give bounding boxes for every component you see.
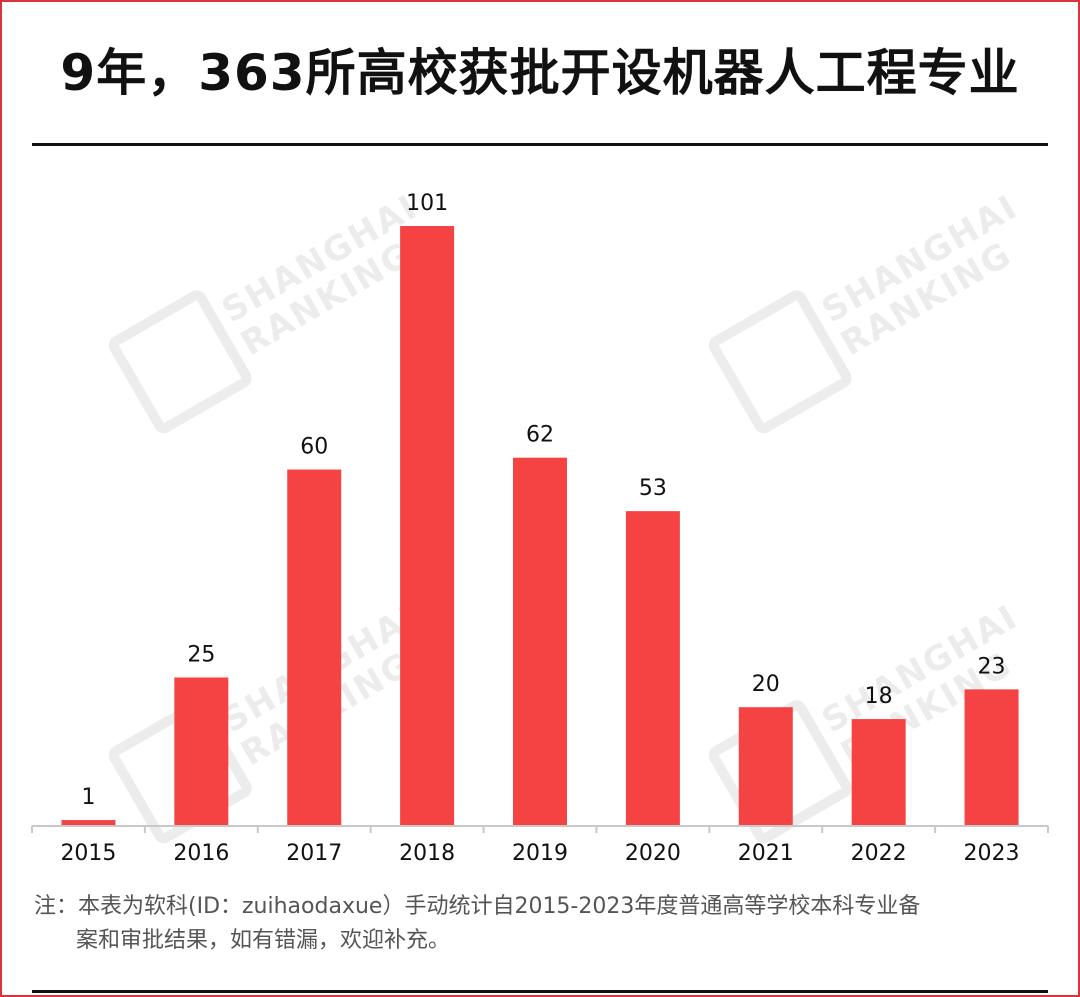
bar-chart: 1201525201660201710120186220195320202020… xyxy=(31,191,1049,866)
footnote-line2: 案和审批结果，如有错漏，欢迎补充。 xyxy=(76,928,451,953)
x-tick-label-2018: 2018 xyxy=(399,841,455,866)
bar-2020 xyxy=(625,511,680,826)
bar-2023 xyxy=(964,689,1019,826)
data-label-2018: 101 xyxy=(406,191,448,216)
data-label-2021: 20 xyxy=(752,672,780,697)
data-label-2020: 53 xyxy=(639,476,667,501)
x-tick-label-2019: 2019 xyxy=(512,841,568,866)
bar-2016 xyxy=(174,677,229,826)
title-rule xyxy=(32,143,1048,146)
x-tick-label-2017: 2017 xyxy=(286,841,342,866)
bar-2018 xyxy=(400,226,455,826)
footnote-line1: 注：本表为软科(ID：zuihaodaxue）手动统计自2015-2023年度普… xyxy=(34,894,921,919)
data-label-2017: 60 xyxy=(300,435,328,460)
x-tick-label-2023: 2023 xyxy=(964,841,1020,866)
bar-2017 xyxy=(287,469,342,826)
chart-title: 9年，363所高校获批开设机器人工程专业 xyxy=(60,44,1020,102)
footnote: 注：本表为软科(ID：zuihaodaxue）手动统计自2015-2023年度普… xyxy=(34,890,1054,958)
bottom-rule xyxy=(32,990,1048,993)
bar-2021 xyxy=(738,707,793,826)
data-label-2015: 1 xyxy=(81,785,95,810)
x-tick-label-2021: 2021 xyxy=(738,841,794,866)
bar-2022 xyxy=(851,719,906,826)
data-label-2022: 18 xyxy=(865,684,893,709)
x-tick-label-2015: 2015 xyxy=(60,841,116,866)
x-tick-label-2016: 2016 xyxy=(173,841,229,866)
data-label-2019: 62 xyxy=(526,423,554,448)
bar-2015 xyxy=(61,820,116,826)
x-tick-label-2022: 2022 xyxy=(851,841,907,866)
data-label-2023: 23 xyxy=(978,654,1006,679)
bar-2019 xyxy=(513,457,567,826)
data-label-2016: 25 xyxy=(187,642,215,667)
x-tick-label-2020: 2020 xyxy=(625,841,681,866)
